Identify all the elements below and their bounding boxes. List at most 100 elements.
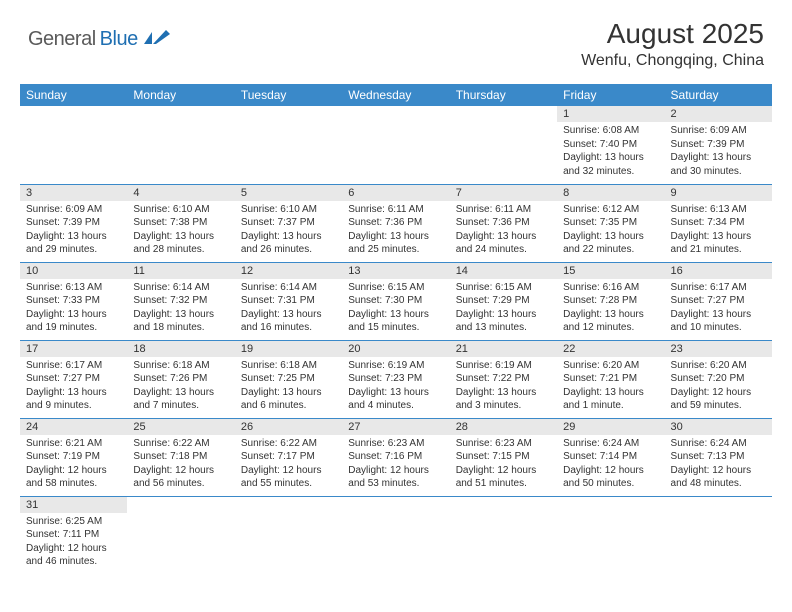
- sunset-text: Sunset: 7:23 PM: [348, 372, 443, 386]
- day-number: 19: [235, 341, 342, 357]
- day-number: 1: [557, 106, 664, 122]
- day-number: 8: [557, 185, 664, 201]
- sunrise-text: Sunrise: 6:22 AM: [133, 437, 228, 451]
- sunrise-text: Sunrise: 6:13 AM: [671, 203, 766, 217]
- sunset-text: Sunset: 7:33 PM: [26, 294, 121, 308]
- daylight-text: Daylight: 13 hours and 32 minutes.: [563, 151, 658, 178]
- sunrise-text: Sunrise: 6:08 AM: [563, 124, 658, 138]
- day-number: 29: [557, 419, 664, 435]
- sunset-text: Sunset: 7:15 PM: [456, 450, 551, 464]
- weekday-header: Friday: [557, 84, 664, 106]
- sunrise-text: Sunrise: 6:10 AM: [241, 203, 336, 217]
- calendar-cell: 22Sunrise: 6:20 AMSunset: 7:21 PMDayligh…: [557, 340, 664, 418]
- daylight-text: Daylight: 13 hours and 24 minutes.: [456, 230, 551, 257]
- daylight-text: Daylight: 13 hours and 21 minutes.: [671, 230, 766, 257]
- daylight-text: Daylight: 13 hours and 4 minutes.: [348, 386, 443, 413]
- sunrise-text: Sunrise: 6:22 AM: [241, 437, 336, 451]
- sunset-text: Sunset: 7:17 PM: [241, 450, 336, 464]
- day-number: 28: [450, 419, 557, 435]
- calendar-cell: 15Sunrise: 6:16 AMSunset: 7:28 PMDayligh…: [557, 262, 664, 340]
- calendar-week-row: 3Sunrise: 6:09 AMSunset: 7:39 PMDaylight…: [20, 184, 772, 262]
- daylight-text: Daylight: 13 hours and 16 minutes.: [241, 308, 336, 335]
- daylight-text: Daylight: 12 hours and 58 minutes.: [26, 464, 121, 491]
- day-details: Sunrise: 6:22 AMSunset: 7:18 PMDaylight:…: [127, 435, 234, 495]
- daylight-text: Daylight: 13 hours and 3 minutes.: [456, 386, 551, 413]
- daylight-text: Daylight: 13 hours and 29 minutes.: [26, 230, 121, 257]
- sunrise-text: Sunrise: 6:24 AM: [671, 437, 766, 451]
- day-details: Sunrise: 6:15 AMSunset: 7:29 PMDaylight:…: [450, 279, 557, 339]
- sunrise-text: Sunrise: 6:19 AM: [348, 359, 443, 373]
- sunrise-text: Sunrise: 6:18 AM: [133, 359, 228, 373]
- calendar-cell: 12Sunrise: 6:14 AMSunset: 7:31 PMDayligh…: [235, 262, 342, 340]
- sunrise-text: Sunrise: 6:21 AM: [26, 437, 121, 451]
- day-number: 14: [450, 263, 557, 279]
- calendar-cell: 18Sunrise: 6:18 AMSunset: 7:26 PMDayligh…: [127, 340, 234, 418]
- calendar-cell: [342, 106, 449, 184]
- sunset-text: Sunset: 7:20 PM: [671, 372, 766, 386]
- daylight-text: Daylight: 13 hours and 18 minutes.: [133, 308, 228, 335]
- weekday-header: Wednesday: [342, 84, 449, 106]
- day-details: Sunrise: 6:19 AMSunset: 7:23 PMDaylight:…: [342, 357, 449, 417]
- logo-text-b: Blue: [100, 28, 138, 51]
- location: Wenfu, Chongqing, China: [581, 52, 764, 70]
- calendar-cell: 2Sunrise: 6:09 AMSunset: 7:39 PMDaylight…: [665, 106, 772, 184]
- day-number: 27: [342, 419, 449, 435]
- calendar-cell: 31Sunrise: 6:25 AMSunset: 7:11 PMDayligh…: [20, 496, 127, 574]
- calendar-cell: 24Sunrise: 6:21 AMSunset: 7:19 PMDayligh…: [20, 418, 127, 496]
- weekday-header: Thursday: [450, 84, 557, 106]
- day-number: 26: [235, 419, 342, 435]
- day-number: 21: [450, 341, 557, 357]
- daylight-text: Daylight: 13 hours and 26 minutes.: [241, 230, 336, 257]
- sunset-text: Sunset: 7:13 PM: [671, 450, 766, 464]
- title-block: August 2025 Wenfu, Chongqing, China: [581, 18, 764, 70]
- sunset-text: Sunset: 7:28 PM: [563, 294, 658, 308]
- daylight-text: Daylight: 13 hours and 13 minutes.: [456, 308, 551, 335]
- daylight-text: Daylight: 13 hours and 1 minute.: [563, 386, 658, 413]
- sunset-text: Sunset: 7:21 PM: [563, 372, 658, 386]
- sunset-text: Sunset: 7:16 PM: [348, 450, 443, 464]
- day-details: Sunrise: 6:13 AMSunset: 7:33 PMDaylight:…: [20, 279, 127, 339]
- day-details: Sunrise: 6:13 AMSunset: 7:34 PMDaylight:…: [665, 201, 772, 261]
- sunset-text: Sunset: 7:25 PM: [241, 372, 336, 386]
- calendar-cell: 29Sunrise: 6:24 AMSunset: 7:14 PMDayligh…: [557, 418, 664, 496]
- weekday-header-row: SundayMondayTuesdayWednesdayThursdayFrid…: [20, 84, 772, 106]
- calendar-cell: 6Sunrise: 6:11 AMSunset: 7:36 PMDaylight…: [342, 184, 449, 262]
- day-details: Sunrise: 6:18 AMSunset: 7:26 PMDaylight:…: [127, 357, 234, 417]
- calendar-cell: [235, 496, 342, 574]
- day-number: 30: [665, 419, 772, 435]
- calendar-cell: 19Sunrise: 6:18 AMSunset: 7:25 PMDayligh…: [235, 340, 342, 418]
- sunrise-text: Sunrise: 6:09 AM: [671, 124, 766, 138]
- sunset-text: Sunset: 7:29 PM: [456, 294, 551, 308]
- sunrise-text: Sunrise: 6:17 AM: [671, 281, 766, 295]
- calendar-cell: 8Sunrise: 6:12 AMSunset: 7:35 PMDaylight…: [557, 184, 664, 262]
- logo-text-a: General: [28, 28, 96, 51]
- day-details: Sunrise: 6:17 AMSunset: 7:27 PMDaylight:…: [20, 357, 127, 417]
- day-details: Sunrise: 6:09 AMSunset: 7:39 PMDaylight:…: [665, 122, 772, 182]
- day-number: 2: [665, 106, 772, 122]
- sunrise-text: Sunrise: 6:13 AM: [26, 281, 121, 295]
- calendar-cell: [450, 496, 557, 574]
- sunset-text: Sunset: 7:26 PM: [133, 372, 228, 386]
- calendar-cell: 4Sunrise: 6:10 AMSunset: 7:38 PMDaylight…: [127, 184, 234, 262]
- calendar-cell: 14Sunrise: 6:15 AMSunset: 7:29 PMDayligh…: [450, 262, 557, 340]
- day-details: Sunrise: 6:14 AMSunset: 7:31 PMDaylight:…: [235, 279, 342, 339]
- sunset-text: Sunset: 7:40 PM: [563, 138, 658, 152]
- day-details: Sunrise: 6:25 AMSunset: 7:11 PMDaylight:…: [20, 513, 127, 573]
- sunrise-text: Sunrise: 6:11 AM: [456, 203, 551, 217]
- weekday-header: Saturday: [665, 84, 772, 106]
- sunset-text: Sunset: 7:31 PM: [241, 294, 336, 308]
- day-number: 31: [20, 497, 127, 513]
- daylight-text: Daylight: 12 hours and 50 minutes.: [563, 464, 658, 491]
- calendar-cell: [20, 106, 127, 184]
- sunset-text: Sunset: 7:19 PM: [26, 450, 121, 464]
- daylight-text: Daylight: 13 hours and 25 minutes.: [348, 230, 443, 257]
- sunrise-text: Sunrise: 6:25 AM: [26, 515, 121, 529]
- sunset-text: Sunset: 7:32 PM: [133, 294, 228, 308]
- day-details: Sunrise: 6:23 AMSunset: 7:15 PMDaylight:…: [450, 435, 557, 495]
- day-number: 20: [342, 341, 449, 357]
- sunset-text: Sunset: 7:27 PM: [671, 294, 766, 308]
- calendar-cell: [127, 496, 234, 574]
- calendar-cell: 20Sunrise: 6:19 AMSunset: 7:23 PMDayligh…: [342, 340, 449, 418]
- day-details: Sunrise: 6:20 AMSunset: 7:20 PMDaylight:…: [665, 357, 772, 417]
- day-number: 18: [127, 341, 234, 357]
